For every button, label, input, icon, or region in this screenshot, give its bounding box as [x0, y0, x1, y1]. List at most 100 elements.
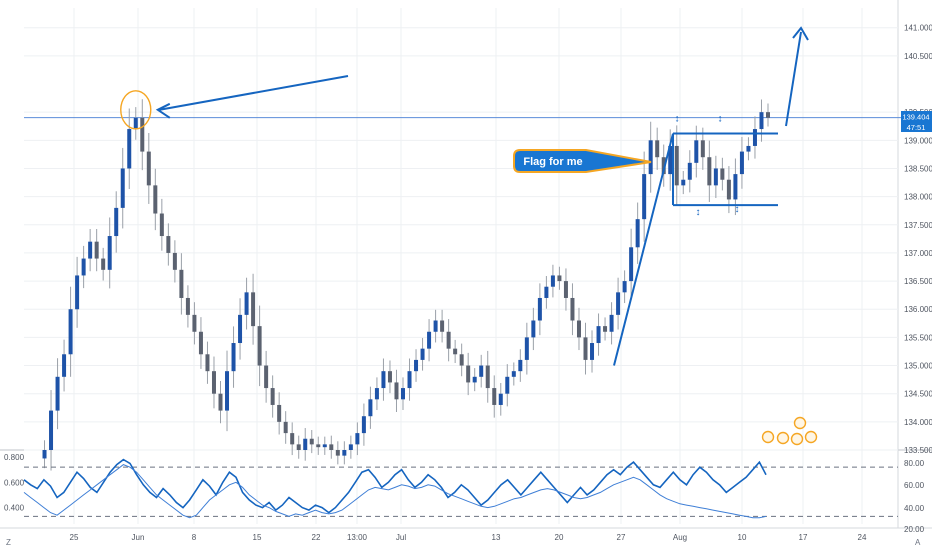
candle-body	[544, 286, 549, 298]
y-tick-label: 137.000	[904, 249, 932, 258]
price-badge: 139.404 47:51	[901, 111, 932, 132]
candle-body	[198, 331, 203, 355]
osc-right-tick-label: 60.00	[904, 481, 925, 490]
candle-body	[446, 331, 451, 349]
osc-y-tick-label: 0.400	[4, 504, 25, 513]
candle-body	[479, 365, 484, 377]
candle-body	[55, 376, 60, 411]
candle-body	[655, 140, 660, 158]
current-price-label: 139.404	[902, 113, 929, 122]
candle-body	[472, 376, 477, 383]
candle-body	[700, 140, 705, 158]
candle-body	[576, 320, 581, 338]
candle-body	[713, 168, 718, 186]
candle-body	[433, 320, 438, 332]
candle-body	[68, 309, 73, 355]
candle-body	[342, 450, 347, 456]
osc-right-tick-label: 80.00	[904, 459, 925, 468]
candle-body	[635, 219, 640, 248]
candle-body	[616, 292, 621, 315]
candle-body	[537, 297, 542, 321]
candle-body	[492, 388, 497, 405]
candle-body	[603, 326, 608, 332]
candle-body	[622, 281, 627, 293]
candle-body	[590, 343, 595, 360]
candle-body	[642, 174, 647, 220]
candle-body	[348, 444, 353, 450]
x-tick-label: 15	[253, 533, 262, 542]
flag-label[interactable]: Flag for me	[513, 149, 652, 173]
candle-body	[270, 388, 275, 405]
peak-arrow-head	[155, 102, 171, 119]
candle-body	[694, 140, 699, 163]
candle-body	[681, 179, 686, 186]
candle-body	[231, 343, 236, 372]
candle-body	[192, 314, 197, 332]
candle-body	[94, 241, 99, 259]
candle-body	[88, 241, 93, 259]
candle-body	[166, 236, 171, 253]
candle-body	[264, 365, 269, 389]
candle-body	[752, 129, 757, 146]
x-tick-label: 25	[70, 533, 79, 542]
plot-area	[24, 8, 898, 524]
osc-right-tick-label: 20.00	[904, 525, 925, 534]
y-tick-label: 135.500	[904, 333, 932, 342]
candle-body	[133, 117, 138, 130]
x-tick-label: 24	[858, 533, 867, 542]
candle-body	[185, 297, 190, 315]
event-icon	[776, 431, 790, 445]
candle-body	[101, 258, 106, 270]
countdown-label: 47:51	[907, 123, 926, 132]
corner-left-label[interactable]: Z	[6, 538, 11, 547]
candle-body	[557, 275, 562, 282]
candle-body	[629, 247, 634, 282]
event-icon	[793, 416, 807, 430]
x-tick-label: 20	[555, 533, 564, 542]
candle-body	[563, 281, 568, 298]
axes: 25 Jun 8 15 22 13:00 Jul 13 20 27 Aug 10 17 24 141.000…	[4, 24, 932, 542]
candle-body	[583, 337, 588, 360]
projection-arrow-line	[785, 31, 802, 127]
candle-body	[726, 179, 731, 200]
osc-y-tick-label: 0.600	[4, 478, 25, 487]
candle-body	[440, 320, 445, 332]
x-tick-label: 13	[492, 533, 501, 542]
y-tick-label: 141.000	[904, 24, 932, 33]
event-icon	[761, 430, 775, 444]
candle-body	[394, 382, 399, 400]
x-tick-label: 17	[799, 533, 808, 542]
candle-body	[316, 444, 321, 448]
candle-body	[329, 444, 334, 450]
candle-body	[381, 371, 386, 389]
candle-body	[303, 438, 308, 450]
candle-body	[374, 388, 379, 400]
y-tick-label: 138.000	[904, 193, 932, 202]
candle-body	[570, 297, 575, 321]
chevron-marker-icon: ↕	[718, 114, 723, 125]
x-tick-label: 27	[617, 533, 626, 542]
candle-body	[459, 354, 464, 366]
candle-body	[687, 162, 692, 180]
candle-body	[283, 421, 288, 434]
candle-body	[498, 393, 503, 405]
candle-body	[674, 145, 679, 186]
y-tick-label: 134.000	[904, 418, 932, 427]
candle-body	[211, 371, 216, 394]
candle-body	[205, 354, 210, 372]
candle-body	[668, 145, 673, 175]
candle-body	[218, 393, 223, 411]
candle-body	[414, 359, 419, 372]
y-tick-label: 140.500	[904, 52, 932, 61]
candle-body	[609, 314, 614, 332]
candle-body	[550, 275, 555, 287]
candle-body	[244, 292, 249, 315]
osc-y-tick-label: 0.800	[4, 453, 25, 462]
candle-body	[225, 371, 230, 411]
peak-highlight-circle	[120, 90, 152, 130]
corner-right-label[interactable]: A	[915, 538, 921, 547]
candle-body	[733, 174, 738, 200]
candle-body	[368, 399, 373, 417]
